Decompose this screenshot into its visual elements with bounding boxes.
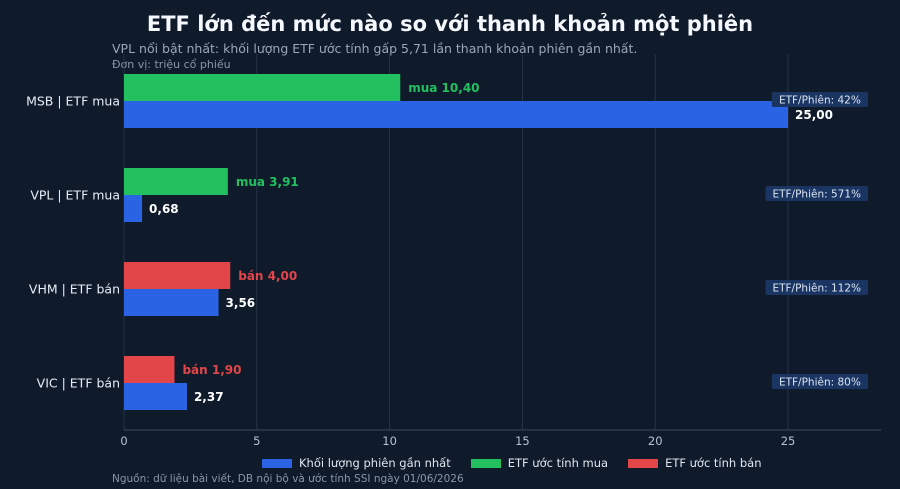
x-tick-label-0: 0: [120, 434, 127, 448]
liquidity-bar-1: [124, 195, 143, 222]
etf-bar-label-2: bán 4,00: [238, 269, 297, 283]
etf-bar-label-3: bán 1,90: [182, 363, 241, 377]
x-tick-label-1: 5: [253, 434, 260, 448]
ratio-badge-3: [771, 374, 868, 389]
etf-bar-label-0: mua 10,40: [408, 81, 479, 95]
legend-swatch-etf-buy: [470, 458, 501, 468]
etf-bar-3: [124, 356, 175, 383]
liquidity-bar-label-3: 2,37: [194, 390, 224, 404]
ratio-label-1: ETF/Phiên: 571%: [772, 189, 861, 201]
x-tick-label-5: 25: [781, 434, 796, 448]
legend-item-etf-buy: ETF ước tính mua: [470, 456, 609, 470]
ratio-badge-1: [765, 186, 868, 201]
ratio-badge-2: [765, 280, 868, 295]
ratio-label-0: ETF/Phiên: 42%: [779, 95, 861, 107]
legend-label-liquidity: Khối lượng phiên gần nhất: [299, 456, 451, 470]
ratio-label-2: ETF/Phiên: 112%: [772, 283, 861, 295]
category-label-3: VIC | ETF bán: [37, 376, 120, 391]
etf-bar-label-1: mua 3,91: [236, 175, 299, 189]
liquidity-bar-0: [124, 101, 789, 128]
unit-note: Đơn vị: triệu cổ phiếu: [112, 58, 231, 71]
chart-title: ETF lớn đến mức nào so với thanh khoản m…: [146, 12, 754, 36]
etf-bar-1: [124, 168, 228, 195]
category-label-1: VPL | ETF mua: [30, 188, 120, 203]
legend-label-etf-buy: ETF ước tính mua: [507, 456, 609, 470]
etf-bar-2: [124, 262, 231, 289]
ratio-badge-0: [771, 92, 868, 107]
liquidity-bar-3: [124, 383, 187, 410]
ratio-label-3: ETF/Phiên: 80%: [779, 377, 861, 389]
x-tick-label-3: 15: [515, 434, 530, 448]
liquidity-bar-2: [124, 289, 219, 316]
liquidity-bar-label-0: 25,00: [795, 108, 833, 122]
etf-bar-0: [124, 74, 401, 101]
x-tick-label-2: 10: [382, 434, 397, 448]
category-label-0: MSB | ETF mua: [26, 94, 120, 109]
source-note: Nguồn: dữ liệu bài viết, DB nội bộ và ướ…: [112, 473, 464, 485]
liquidity-bar-label-2: 3,56: [226, 296, 256, 310]
chart-subtitle: VPL nổi bật nhất: khối lượng ETF ước tín…: [112, 41, 638, 56]
category-label-2: VHM | ETF bán: [29, 282, 120, 297]
legend-label-etf-sell: ETF ước tính bán: [665, 456, 762, 470]
legend-swatch-etf-sell: [628, 458, 659, 468]
x-tick-label-4: 20: [648, 434, 663, 448]
legend: Khối lượng phiên gần nhất ETF ước tính m…: [262, 456, 762, 470]
legend-swatch-liquidity: [262, 458, 292, 468]
legend-item-liquidity: Khối lượng phiên gần nhất: [262, 456, 451, 470]
legend-item-etf-sell: ETF ước tính bán: [628, 456, 762, 470]
liquidity-bar-label-1: 0,68: [149, 202, 179, 216]
